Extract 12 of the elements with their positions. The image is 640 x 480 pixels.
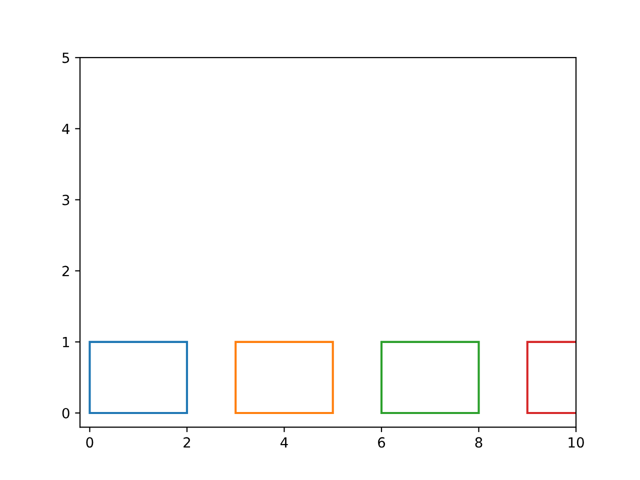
x-tick-label: 4 <box>280 437 288 448</box>
y-tick-label: 2 <box>62 266 69 276</box>
x-tick-label: 2 <box>184 437 190 448</box>
x-tick-label: 8 <box>475 437 482 448</box>
y-tick-label: 1 <box>62 337 69 348</box>
x-tick-label: 0 <box>86 437 94 448</box>
x-tick-label: 10 <box>568 437 584 448</box>
y-tick-label: 4 <box>62 124 70 134</box>
y-tick-label: 5 <box>62 52 70 64</box>
y-tick-label: 0 <box>62 408 70 418</box>
x-tick-label: 6 <box>378 437 386 448</box>
y-tick-label: 3 <box>62 194 70 206</box>
